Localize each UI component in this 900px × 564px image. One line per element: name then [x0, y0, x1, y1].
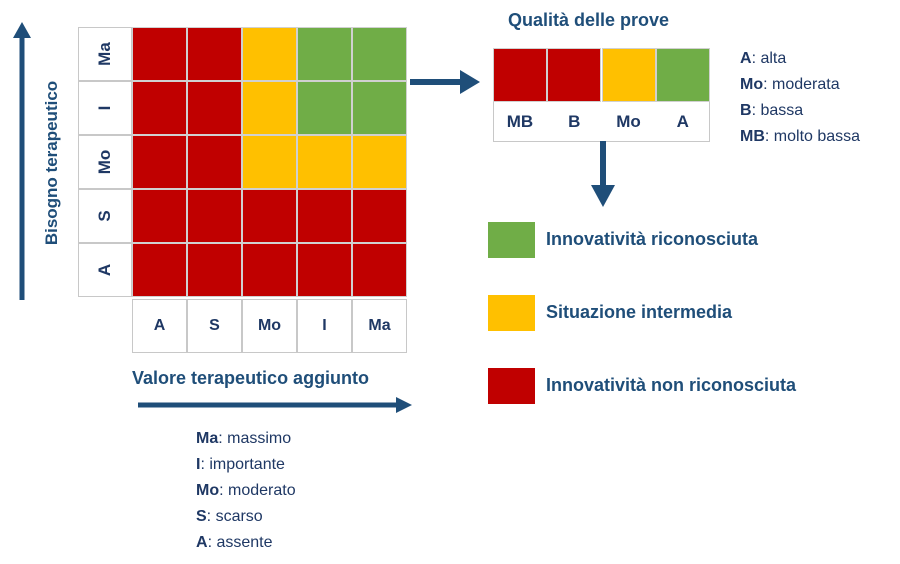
matrix-cell [187, 135, 242, 189]
matrix-cell [187, 27, 242, 81]
matrix-cell [187, 81, 242, 135]
value-legend-item: Ma: massimo [196, 426, 296, 452]
legend-text: : molto bassa [764, 128, 861, 145]
matrix-cell [297, 135, 352, 189]
legend-abbr: MB [740, 128, 765, 145]
quality-legend: A: alta Mo: moderata B: bassa MB: molto bas… [740, 46, 860, 150]
matrix-cell [352, 135, 407, 189]
quality-label-a: A [676, 112, 689, 131]
legend-abbr: Mo [740, 76, 764, 93]
legend-abbr: I [196, 456, 201, 473]
matrix-cell [242, 81, 297, 135]
outcome-swatch-red [488, 368, 535, 404]
matrix-to-quality-arrow [410, 70, 480, 94]
legend-text: : moderato [219, 482, 296, 499]
quality-cell [655, 48, 710, 102]
quality-legend-item: Mo: moderata [740, 72, 860, 98]
matrix-cell [187, 189, 242, 243]
value-legend-item: Mo: moderato [196, 478, 296, 504]
quality-cell [493, 48, 547, 102]
quality-label-mb: MB [506, 112, 534, 131]
quality-to-outcome-arrow [591, 141, 615, 207]
col-label-a: A [132, 299, 187, 353]
outcome-label: Innovatività non riconosciuta [546, 375, 797, 395]
row-label-ma: Ma [78, 27, 132, 81]
row-label-a: A [78, 243, 132, 297]
legend-text: : bassa [751, 102, 804, 119]
legend-text: : importante [200, 456, 285, 473]
row-label-i: I [78, 81, 132, 135]
quality-cell [601, 48, 656, 102]
outcome-swatch-yellow [488, 295, 535, 331]
matrix-cell [297, 189, 352, 243]
row-label-mo: Mo [78, 135, 132, 189]
matrix-cell [132, 243, 187, 297]
legend-text: : moderata [763, 76, 840, 93]
x-axis-arrow [138, 397, 412, 413]
col-label-s: S [187, 299, 242, 353]
matrix-cell [132, 81, 187, 135]
row-label-text: Ma [95, 42, 114, 66]
matrix-cell [297, 81, 352, 135]
matrix-cell [132, 189, 187, 243]
quality-legend-item: B: bassa [740, 98, 860, 124]
outcome-swatch-green [488, 222, 535, 258]
matrix-cell [352, 81, 407, 135]
matrix-cell [242, 243, 297, 297]
value-legend: Ma: massimo I: importante Mo: moderato S: s… [196, 426, 296, 556]
matrix-cell [242, 135, 297, 189]
value-legend-item: A: assente [196, 530, 296, 556]
legend-text: : assente [207, 534, 273, 551]
row-label-s: S [78, 189, 132, 243]
legend-abbr: B [740, 102, 752, 119]
row-label-text: Mo [95, 149, 114, 175]
matrix-cell [242, 27, 297, 81]
legend-abbr: A [196, 534, 208, 551]
x-axis-label: Valore terapeutico aggiunto [132, 368, 370, 388]
legend-abbr: S [196, 508, 207, 525]
legend-abbr: A [740, 50, 752, 67]
quality-cell [547, 48, 602, 102]
col-label-ma: Ma [352, 299, 407, 353]
row-label-text: I [95, 105, 114, 111]
row-label-text: A [95, 263, 114, 277]
matrix-cell [297, 27, 352, 81]
row-label-text: S [95, 210, 114, 222]
quality-label-b: B [568, 112, 581, 131]
matrix-cell [352, 189, 407, 243]
y-axis-label: Bisogno terapeutico [42, 80, 61, 246]
legend-text: : massimo [218, 430, 292, 447]
legend-abbr: Mo [196, 482, 220, 499]
value-legend-item: S: scarso [196, 504, 296, 530]
quality-legend-item: MB: molto bassa [740, 124, 860, 150]
outcome-label: Situazione intermedia [546, 302, 733, 322]
matrix-cell [132, 27, 187, 81]
legend-text: : scarso [206, 508, 263, 525]
matrix-cell [132, 135, 187, 189]
col-label-mo: Mo [242, 299, 297, 353]
y-axis-arrow [13, 22, 31, 300]
legend-text: : alta [751, 50, 787, 67]
matrix-cell [242, 189, 297, 243]
matrix-cell [187, 243, 242, 297]
quality-label-mo: Mo [616, 112, 641, 131]
value-legend-item: I: importante [196, 452, 296, 478]
matrix-cell [352, 27, 407, 81]
matrix-cell [297, 243, 352, 297]
quality-title: Qualità delle prove [508, 10, 670, 30]
legend-abbr: Ma [196, 430, 219, 447]
col-label-i: I [297, 299, 352, 353]
outcome-label: Innovatività riconosciuta [546, 229, 759, 249]
quality-legend-item: A: alta [740, 46, 860, 72]
matrix-cell [352, 243, 407, 297]
